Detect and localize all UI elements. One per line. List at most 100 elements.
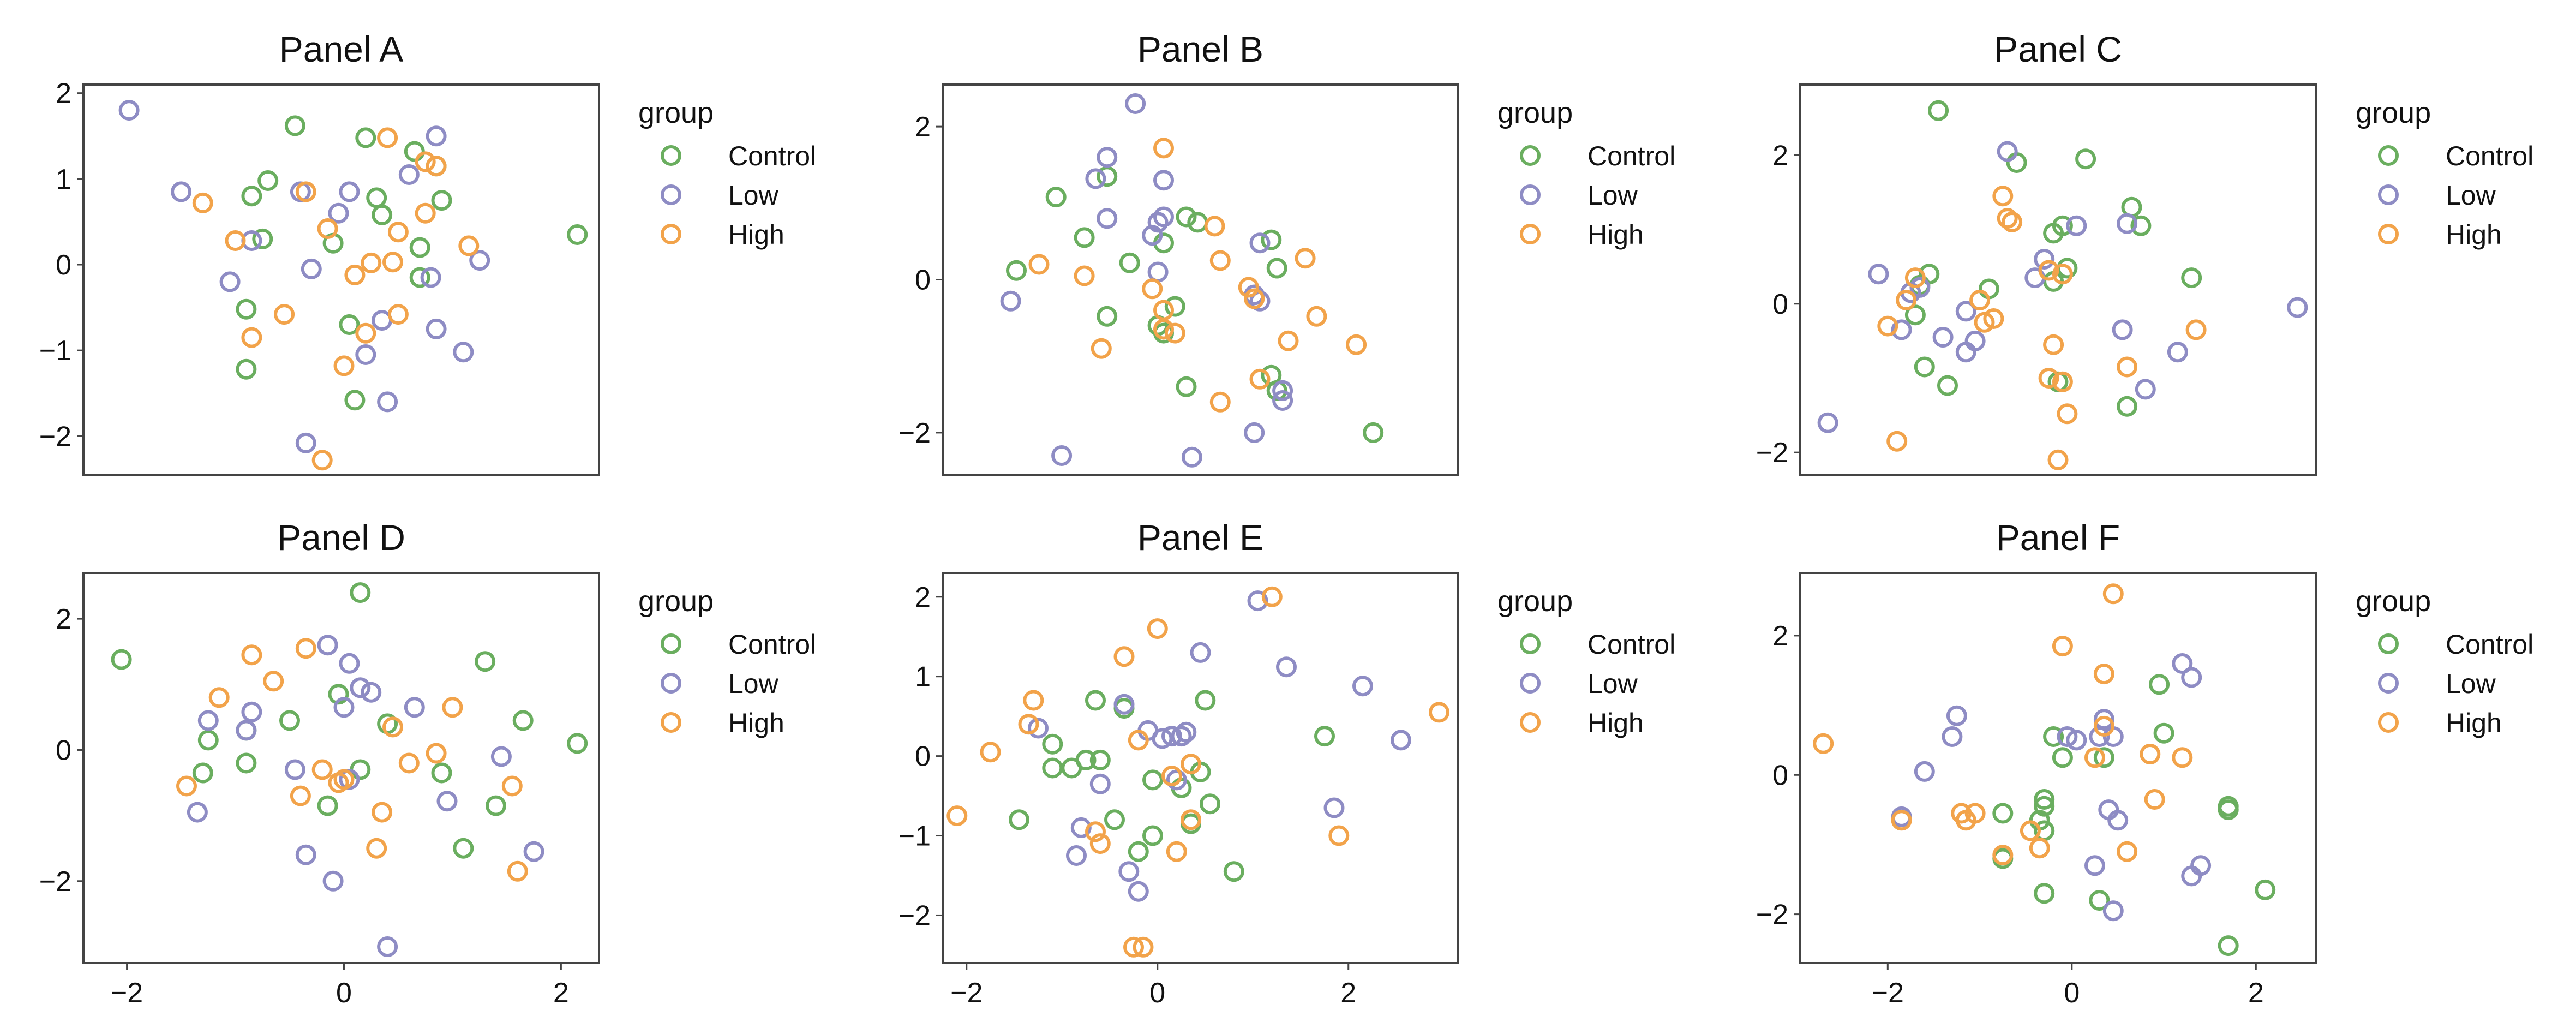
data-point-high — [1153, 300, 1174, 321]
legend-marker-high — [661, 224, 681, 244]
data-point-high — [1891, 810, 1912, 831]
data-point-high — [2043, 334, 2064, 355]
data-point-low — [1028, 718, 1049, 739]
data-point-high — [1113, 646, 1135, 667]
x-tick-label: 2 — [553, 977, 569, 1009]
y-tick-label: −2 — [1756, 899, 1788, 931]
data-point-low — [1089, 773, 1111, 794]
data-point-high — [1306, 306, 1327, 327]
series-low — [1891, 653, 2212, 922]
data-point-control — [2006, 152, 2027, 173]
x-tick-label: 0 — [1149, 977, 1165, 1009]
panel-5: Panel E −2 −1 0 1 2 −2 0 2 group Control Low High — [898, 517, 1675, 1009]
y-tick-label: 0 — [56, 249, 71, 281]
data-point-high — [1346, 334, 1367, 355]
legend-marker-control — [2378, 145, 2399, 166]
data-point-high — [263, 671, 284, 692]
data-point-control — [2089, 890, 2110, 911]
x-tick-label: 0 — [336, 977, 352, 1009]
legend-title: group — [1497, 97, 1573, 129]
legend-label: High — [1587, 708, 1644, 738]
data-point-high — [1153, 138, 1174, 159]
data-point-high — [2185, 319, 2207, 340]
data-point-high — [1209, 391, 1231, 413]
data-point-control — [1223, 861, 1244, 882]
data-point-high — [176, 775, 197, 797]
data-point-high — [1085, 821, 1106, 842]
data-point-low — [1391, 730, 1411, 751]
data-point-low — [1817, 412, 1838, 433]
legend-title: group — [638, 585, 714, 618]
data-point-control — [1142, 825, 1163, 846]
series-control — [1992, 674, 2276, 957]
y-tick-label: 2 — [1772, 620, 1788, 652]
data-point-control — [2255, 879, 2276, 900]
legend: group Control Low High — [1497, 97, 1675, 250]
data-point-control — [1164, 296, 1185, 317]
data-point-control — [475, 651, 496, 672]
y-tick-label: −2 — [898, 417, 931, 449]
legend: group Control Low High — [1497, 585, 1675, 738]
data-point-high — [1249, 368, 1271, 390]
legend-marker-high — [2378, 224, 2399, 244]
data-point-high — [295, 181, 316, 202]
data-point-low — [426, 318, 447, 339]
data-point-high — [2093, 664, 2114, 685]
data-point-control — [350, 759, 371, 780]
data-point-low — [1276, 656, 1297, 678]
data-point-high — [2020, 820, 2041, 841]
data-point-low — [1272, 390, 1293, 411]
data-point-control — [241, 186, 262, 207]
data-point-control — [1904, 304, 1926, 326]
data-point-high — [1028, 254, 1050, 275]
data-point-low — [523, 841, 544, 862]
series-high — [946, 586, 1449, 958]
legend-marker-control — [2378, 633, 2399, 654]
data-point-low — [1272, 380, 1293, 401]
data-point-low — [2172, 653, 2193, 674]
data-point-low — [171, 181, 192, 202]
legend-label: Low — [1587, 180, 1638, 211]
legend-marker-high — [1520, 712, 1541, 733]
data-point-high — [1128, 730, 1149, 751]
data-point-low — [1244, 422, 1265, 443]
data-point-high — [1209, 250, 1231, 271]
data-point-high — [1181, 809, 1201, 830]
data-point-high — [2038, 368, 2059, 389]
data-point-low — [1147, 261, 1169, 283]
data-point-high — [274, 304, 295, 325]
panel-4: Panel D −2 0 2 −2 0 2 group Control Low High — [39, 517, 816, 1009]
data-point-low — [1142, 225, 1163, 246]
y-tick-label: 0 — [1772, 289, 1788, 320]
data-point-low — [1113, 694, 1135, 715]
data-point-high — [311, 759, 333, 780]
data-point-low — [1955, 301, 1976, 322]
data-point-high — [1896, 290, 1917, 310]
data-point-high — [426, 156, 447, 177]
data-point-control — [1914, 356, 1935, 378]
y-tick-label: −2 — [39, 421, 71, 452]
data-point-high — [1089, 833, 1111, 854]
legend-marker-control — [1520, 145, 1541, 166]
data-point-high — [1974, 312, 1995, 333]
data-point-control — [1097, 306, 1118, 327]
data-point-low — [2034, 249, 2055, 270]
data-point-control — [2093, 747, 2114, 768]
y-tick-label: −1 — [898, 821, 931, 852]
legend: group Control Low High — [2356, 585, 2533, 738]
data-point-control — [1176, 206, 1197, 228]
data-point-low — [426, 125, 447, 147]
data-point-control — [486, 795, 506, 816]
data-point-low — [2066, 215, 2087, 236]
data-point-control — [257, 170, 279, 191]
data-point-control — [317, 795, 338, 816]
data-point-low — [284, 759, 305, 780]
data-point-control — [252, 228, 273, 249]
data-point-low — [1868, 264, 1889, 285]
legend-marker-low — [2378, 673, 2399, 694]
data-point-high — [2117, 841, 2138, 862]
data-point-low — [490, 746, 512, 767]
data-point-high — [1074, 265, 1095, 286]
data-point-low — [420, 267, 441, 288]
